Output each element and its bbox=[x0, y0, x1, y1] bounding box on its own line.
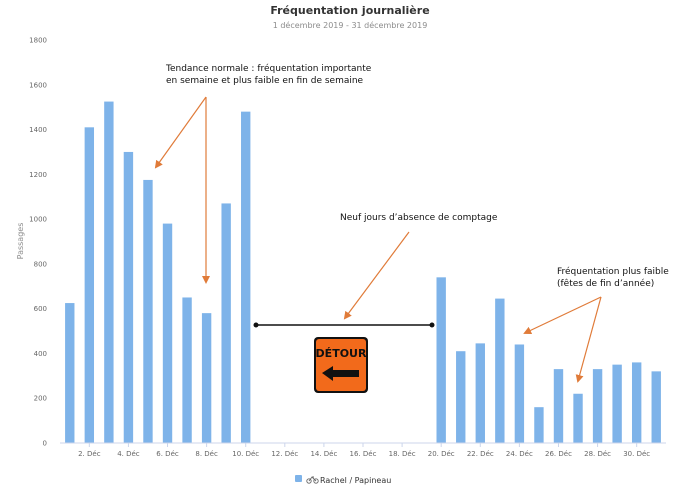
x-tick-label: 6. Déc bbox=[156, 450, 179, 458]
detour-range-end bbox=[429, 322, 435, 328]
y-axis-label: Passages bbox=[16, 223, 25, 260]
bar[interactable] bbox=[84, 127, 95, 444]
bar[interactable] bbox=[573, 393, 583, 443]
detour-range-end bbox=[253, 322, 259, 328]
bar[interactable] bbox=[221, 203, 231, 443]
x-tick-label: 12. Déc bbox=[271, 450, 298, 458]
x-tick-label: 20. Déc bbox=[428, 450, 455, 458]
bar[interactable] bbox=[436, 277, 446, 443]
annotation-normal-trend-line1: Tendance normale : fréquentation importa… bbox=[165, 63, 372, 74]
annotation-arrow bbox=[154, 96, 207, 169]
bar[interactable] bbox=[123, 151, 134, 443]
x-tick-label: 18. Déc bbox=[389, 450, 416, 458]
annotation-arrow bbox=[523, 296, 602, 335]
bar[interactable] bbox=[456, 351, 466, 443]
bars bbox=[65, 101, 661, 444]
chart-subtitle: 1 décembre 2019 - 31 décembre 2019 bbox=[273, 20, 428, 30]
y-tick-label: 600 bbox=[34, 305, 47, 313]
bar[interactable] bbox=[143, 179, 153, 444]
left-arrow-icon bbox=[322, 366, 359, 381]
chart-title: Fréquentation journalière bbox=[270, 4, 429, 17]
y-tick-label: 1400 bbox=[29, 126, 47, 134]
y-tick-label: 1000 bbox=[29, 216, 47, 224]
bar[interactable] bbox=[553, 369, 564, 443]
x-axis-ticks: 2. Déc 4. Déc 6. Déc 8. Déc 10. Déc 12. Déc 14… bbox=[78, 443, 650, 458]
x-tick-label: 24. Déc bbox=[506, 450, 533, 458]
y-tick-label: 1200 bbox=[29, 171, 47, 179]
annotation-normal-trend-line2: en semaine et plus faible en fin de sema… bbox=[166, 76, 364, 86]
x-tick-label: 22. Déc bbox=[467, 450, 494, 458]
x-tick-label: 10. Déc bbox=[232, 450, 259, 458]
annotation-holidays-line1: Fréquentation plus faible bbox=[557, 266, 669, 277]
y-tick-label: 200 bbox=[34, 395, 47, 403]
x-tick-label: 28. Déc bbox=[584, 450, 611, 458]
y-tick-label: 1800 bbox=[29, 37, 47, 45]
x-tick-label: 30. Déc bbox=[623, 450, 650, 458]
bar[interactable] bbox=[592, 369, 603, 443]
bar[interactable] bbox=[104, 101, 114, 443]
detour-sign-text: DÉTOUR bbox=[316, 347, 367, 360]
y-tick-label: 1600 bbox=[29, 81, 47, 89]
x-tick-label: 8. Déc bbox=[195, 450, 218, 458]
bar[interactable] bbox=[495, 298, 505, 443]
x-tick-label: 14. Déc bbox=[310, 450, 337, 458]
detour-sign: DÉTOUR bbox=[314, 337, 368, 393]
bar[interactable] bbox=[631, 362, 642, 443]
bar[interactable] bbox=[182, 297, 192, 443]
legend[interactable]: Rachel / Papineau bbox=[295, 475, 391, 485]
x-tick-label: 16. Déc bbox=[350, 450, 377, 458]
annotation-arrow bbox=[343, 231, 410, 320]
legend-swatch bbox=[295, 475, 302, 482]
y-axis-ticks: 0 200 400 600 800 1000 1200 1400 1600 1800 bbox=[29, 37, 47, 448]
annotation-holidays-line2: (fêtes de fin d’année) bbox=[557, 278, 654, 289]
bar[interactable] bbox=[201, 313, 212, 443]
y-tick-label: 800 bbox=[34, 260, 47, 268]
y-tick-label: 400 bbox=[34, 350, 47, 358]
bar[interactable] bbox=[534, 407, 544, 443]
annotation-arrow bbox=[575, 296, 602, 383]
bar[interactable] bbox=[651, 371, 661, 443]
x-tick-label: 4. Déc bbox=[117, 450, 140, 458]
bar[interactable] bbox=[162, 223, 173, 443]
bar[interactable] bbox=[612, 364, 622, 443]
bar[interactable] bbox=[65, 303, 75, 443]
bar[interactable] bbox=[475, 343, 485, 443]
x-tick-label: 2. Déc bbox=[78, 450, 101, 458]
legend-label: Rachel / Papineau bbox=[320, 476, 391, 485]
y-tick-label: 0 bbox=[43, 440, 47, 448]
bar[interactable] bbox=[241, 111, 251, 444]
x-tick-label: 26. Déc bbox=[545, 450, 572, 458]
annotation-missing-data: Neuf jours d’absence de comptage bbox=[340, 213, 498, 223]
bicycle-icon bbox=[306, 476, 319, 484]
bar[interactable] bbox=[514, 344, 525, 443]
